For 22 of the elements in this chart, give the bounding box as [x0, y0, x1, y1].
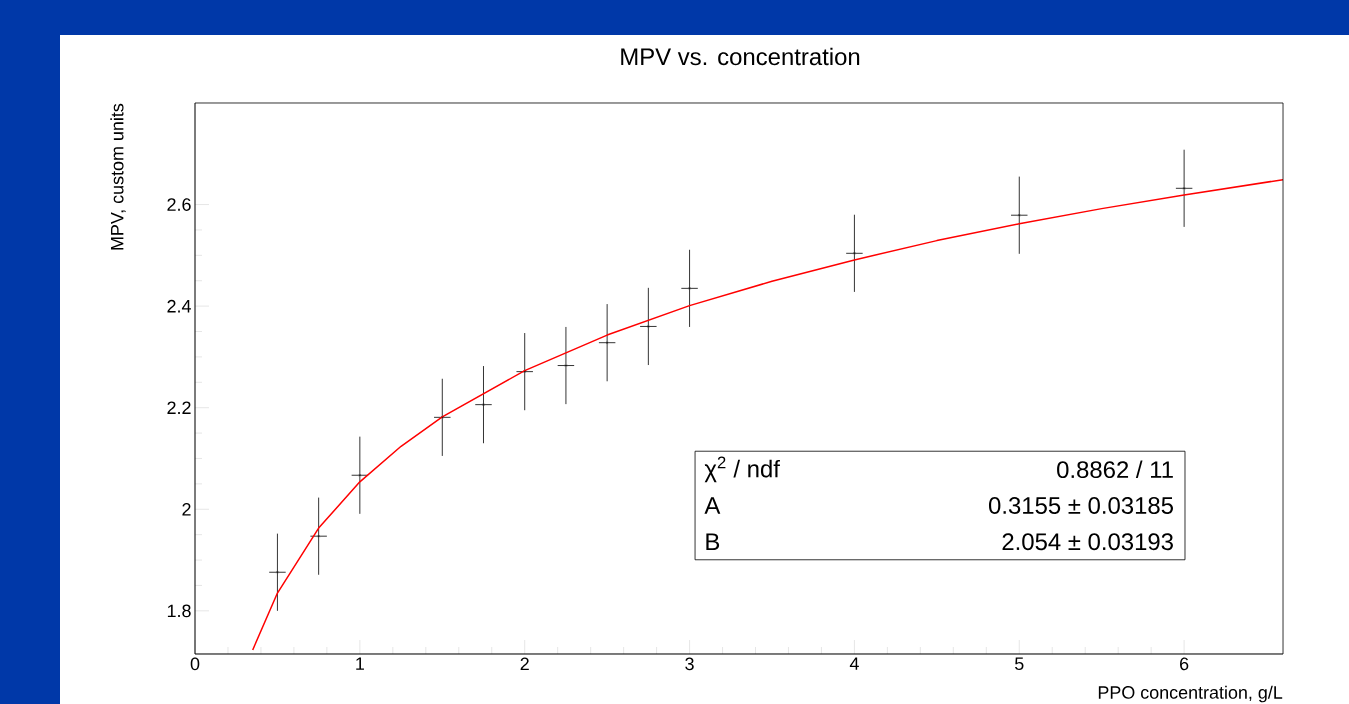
x-tick-label: 4: [849, 657, 859, 670]
x-tick-label: 2: [520, 657, 529, 671]
x-tick-label: 1: [356, 657, 364, 670]
y-axis-title: MPV, custom units: [110, 103, 126, 250]
chart-title: MPV vs. concentration: [621, 47, 860, 66]
annotation: B: [706, 533, 720, 550]
y-tick-label: 2: [182, 502, 191, 516]
x-tick-label: 3: [685, 657, 694, 671]
x-tick-label: 6: [1180, 657, 1189, 671]
line-series: [251, 178, 1284, 651]
y-tick-label: 1.8: [167, 604, 191, 618]
annotation: χ$^{2}$ / ndf: [704, 456, 780, 483]
y-tick-label: 2.4: [167, 299, 191, 313]
annotation: 0.8862 / 11: [1057, 460, 1173, 479]
annotation: 0.3155 ± 0.03185: [988, 497, 1173, 514]
x-axis-title: PPO concentration, g/L: [1098, 685, 1283, 703]
x-tick-label: 5: [1015, 657, 1024, 671]
y-tick-label: 2.2: [167, 401, 191, 414]
x-tick-label: 0: [190, 657, 200, 671]
annotation: 2.054 ± 0.03193: [1002, 533, 1173, 551]
annotation: A: [704, 497, 721, 514]
y-tick-label: 2.6: [167, 198, 191, 211]
